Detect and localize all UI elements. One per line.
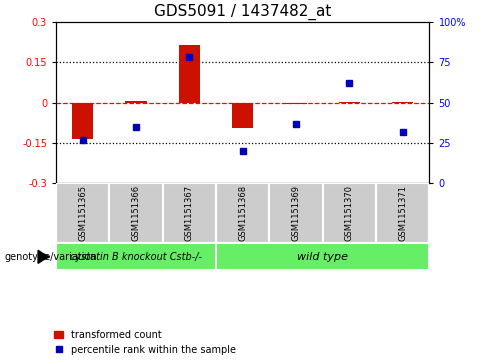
Bar [72, 102, 94, 139]
Text: GSM1151367: GSM1151367 [185, 185, 194, 241]
Bar [56, 183, 109, 243]
Text: GSM1151368: GSM1151368 [238, 185, 247, 241]
Bar [232, 102, 253, 128]
Bar [323, 183, 376, 243]
Bar [163, 183, 216, 243]
Bar [216, 243, 429, 270]
Bar [376, 183, 429, 243]
Bar [285, 102, 307, 103]
Text: wild type: wild type [297, 252, 348, 262]
Title: GDS5091 / 1437482_at: GDS5091 / 1437482_at [154, 4, 331, 20]
Bar [269, 183, 323, 243]
Bar [179, 45, 200, 102]
Bar [109, 183, 163, 243]
Text: GSM1151365: GSM1151365 [78, 185, 87, 241]
Text: GSM1151369: GSM1151369 [292, 185, 301, 241]
Text: GSM1151371: GSM1151371 [398, 185, 407, 241]
Text: cystatin B knockout Cstb-/-: cystatin B knockout Cstb-/- [70, 252, 202, 262]
Bar [216, 183, 269, 243]
Text: genotype/variation: genotype/variation [5, 252, 98, 262]
Legend: transformed count, percentile rank within the sample: transformed count, percentile rank withi… [54, 330, 236, 355]
Bar [56, 243, 216, 270]
Text: GSM1151366: GSM1151366 [132, 185, 141, 241]
Text: GSM1151370: GSM1151370 [345, 185, 354, 241]
